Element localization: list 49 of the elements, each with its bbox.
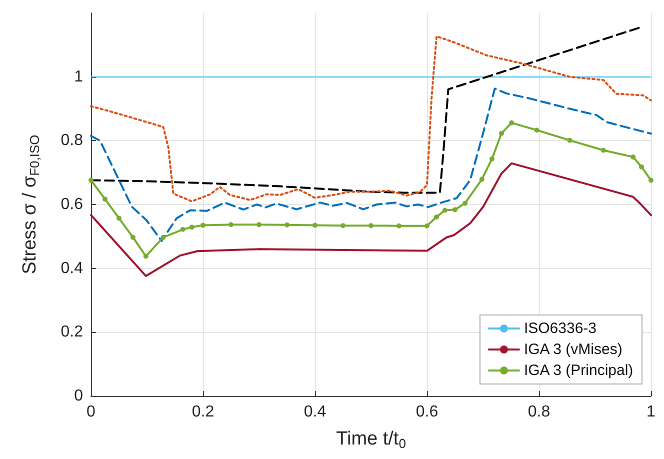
point bbox=[630, 154, 636, 160]
point bbox=[256, 222, 262, 228]
point bbox=[228, 222, 234, 228]
legend-label: IGA 3 (vMises) bbox=[524, 341, 622, 358]
line-series bbox=[90, 88, 652, 242]
point bbox=[452, 207, 458, 212]
line-series bbox=[90, 162, 652, 277]
x-tick-label: 0.6 bbox=[416, 404, 438, 420]
point bbox=[180, 226, 186, 232]
point bbox=[600, 148, 606, 153]
point bbox=[434, 214, 440, 220]
x-tick-label: 0.2 bbox=[192, 404, 214, 420]
point bbox=[498, 130, 504, 136]
point bbox=[396, 223, 402, 228]
point bbox=[638, 164, 644, 170]
x-tick-label: 0.4 bbox=[304, 404, 326, 420]
point bbox=[143, 254, 148, 259]
point bbox=[534, 128, 540, 133]
x-tick-label: 0 bbox=[86, 404, 96, 420]
point bbox=[88, 178, 94, 183]
point bbox=[340, 223, 346, 228]
y-tick-label: 0.8 bbox=[60, 132, 84, 150]
y-tick-label: 0.2 bbox=[60, 324, 84, 341]
legend-label: ISO6336-3 bbox=[524, 320, 597, 337]
point bbox=[424, 223, 430, 228]
point bbox=[368, 223, 374, 228]
point bbox=[160, 234, 166, 240]
point bbox=[189, 224, 194, 230]
point bbox=[200, 222, 206, 228]
x-tick-label: 0.8 bbox=[528, 404, 550, 420]
y-tick-label: 0.6 bbox=[60, 196, 84, 213]
y-tick-label: 0 bbox=[74, 388, 84, 404]
point bbox=[116, 216, 122, 221]
point bbox=[509, 120, 514, 126]
point bbox=[489, 156, 494, 162]
point bbox=[312, 222, 318, 228]
point bbox=[284, 222, 290, 228]
x-tick-label: 1 bbox=[646, 404, 656, 420]
y-tick-label: 1 bbox=[74, 68, 84, 86]
point bbox=[567, 138, 572, 143]
legend-label: IGA 3 (Principal) bbox=[524, 362, 634, 379]
y-axis-title: Stress σ / σF0,ISO bbox=[20, 134, 42, 274]
point bbox=[479, 176, 484, 182]
point bbox=[130, 234, 136, 240]
point bbox=[462, 200, 468, 206]
point bbox=[102, 196, 108, 202]
point bbox=[442, 208, 448, 213]
point bbox=[648, 178, 654, 183]
y-tick-label: 0.4 bbox=[60, 260, 84, 277]
